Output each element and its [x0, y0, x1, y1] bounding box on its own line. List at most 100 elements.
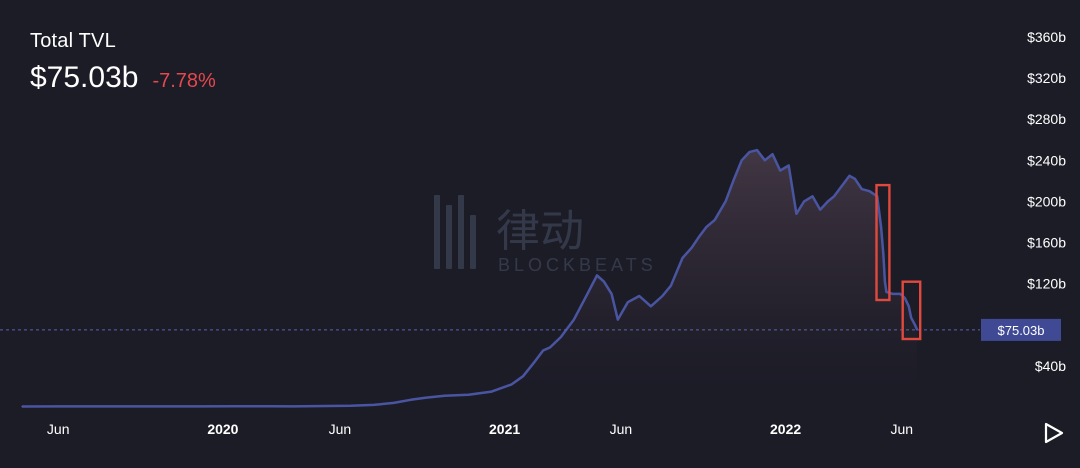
data-point	[522, 375, 524, 378]
data-point	[638, 295, 641, 297]
y-tick-label: $120b	[1027, 276, 1066, 292]
current-value: $75.03b	[30, 61, 139, 94]
y-tick-label: $320b	[1027, 70, 1066, 86]
watermark: 律动 BLOCKBEATS	[434, 195, 657, 275]
data-point	[534, 360, 537, 362]
highlight-box	[875, 183, 891, 302]
data-point	[424, 397, 427, 399]
data-point	[326, 405, 328, 407]
data-point	[882, 254, 885, 256]
data-point	[787, 164, 790, 167]
data-point	[914, 324, 916, 326]
y-tick-label: $280b	[1027, 111, 1066, 127]
data-point	[705, 226, 708, 228]
chart-title: Total TVL	[30, 30, 116, 52]
data-point	[573, 318, 575, 321]
current-value-reference: $75.03b	[0, 318, 1061, 341]
data-point	[610, 293, 613, 295]
x-axis: Jun 2020 Jun 2021 Jun 2022 Jun	[47, 421, 913, 437]
data-point	[795, 213, 798, 215]
data-point	[740, 159, 743, 162]
data-point	[104, 405, 106, 408]
play-button[interactable]	[1042, 420, 1066, 446]
y-tick-label: $160b	[1027, 235, 1066, 251]
data-point	[908, 305, 910, 308]
watermark-brand-cn: 律动	[496, 206, 584, 257]
data-point	[803, 200, 805, 203]
data-point	[603, 280, 605, 283]
play-icon	[1044, 422, 1064, 444]
data-point	[661, 295, 664, 297]
y-axis: $40b $120b $160b $200b $240b $280b $320b $360b	[1027, 29, 1066, 374]
data-point	[884, 280, 886, 283]
data-point	[748, 151, 751, 153]
x-tick-label: Jun	[47, 421, 70, 437]
data-point	[21, 405, 23, 408]
x-tick-label: Jun	[891, 421, 914, 437]
data-point	[690, 246, 693, 249]
data-point	[891, 293, 894, 295]
data-point	[549, 346, 551, 349]
data-point	[848, 175, 851, 177]
data-point	[560, 336, 562, 338]
x-tick-label: Jun	[329, 421, 352, 437]
percent-change: -7.78%	[152, 70, 216, 92]
data-point	[542, 349, 544, 352]
data-point	[681, 257, 684, 259]
highlight-boxes	[875, 183, 922, 341]
header: Total TVL $75.03b -7.78%	[30, 30, 216, 95]
data-point	[756, 149, 758, 151]
y-tick-label: $240b	[1027, 152, 1066, 168]
data-point	[841, 185, 843, 187]
y-tick-label: $40b	[1035, 358, 1066, 374]
area-path	[22, 150, 918, 407]
data-point	[373, 404, 375, 406]
current-value-badge	[981, 318, 1061, 341]
data-point	[443, 394, 446, 397]
x-tick-label: 2021	[489, 421, 520, 437]
y-tick-label: $360b	[1027, 29, 1066, 45]
data-point	[779, 169, 781, 172]
data-point	[811, 195, 814, 198]
x-tick-label: 2022	[770, 421, 801, 437]
data-point	[292, 405, 294, 408]
data-point	[861, 188, 863, 190]
data-point	[268, 405, 270, 408]
x-tick-label: Jun	[610, 421, 633, 437]
data-point	[819, 208, 821, 211]
data-point	[198, 405, 200, 408]
data-point	[904, 297, 906, 299]
data-point	[764, 159, 766, 162]
data-point	[510, 383, 513, 386]
data-point	[627, 301, 629, 304]
y-tick-label: $200b	[1027, 193, 1066, 209]
data-point	[833, 195, 835, 198]
data-point	[583, 298, 586, 300]
data-point	[596, 274, 598, 277]
current-value-badge-label: $75.03b	[998, 323, 1045, 338]
highlight-box	[901, 280, 922, 341]
data-point	[910, 316, 912, 319]
watermark-brand-en: BLOCKBEATS	[498, 255, 657, 275]
data-point	[232, 405, 235, 408]
x-tick-label: 2020	[207, 421, 238, 437]
data-point	[617, 318, 619, 321]
value-row: $75.03b -7.78%	[30, 61, 216, 95]
data-point	[916, 329, 918, 331]
data-point	[724, 200, 727, 203]
data-point	[880, 226, 882, 228]
data-point	[151, 405, 153, 408]
data-point	[827, 200, 829, 203]
data-point	[771, 153, 774, 155]
data-point	[409, 399, 412, 401]
data-point	[393, 402, 395, 404]
data-point	[467, 393, 470, 396]
data-point	[57, 405, 59, 408]
data-point	[490, 390, 493, 393]
data-point	[899, 293, 902, 295]
data-point	[868, 190, 871, 192]
data-point	[697, 236, 700, 239]
data-point	[885, 291, 888, 293]
